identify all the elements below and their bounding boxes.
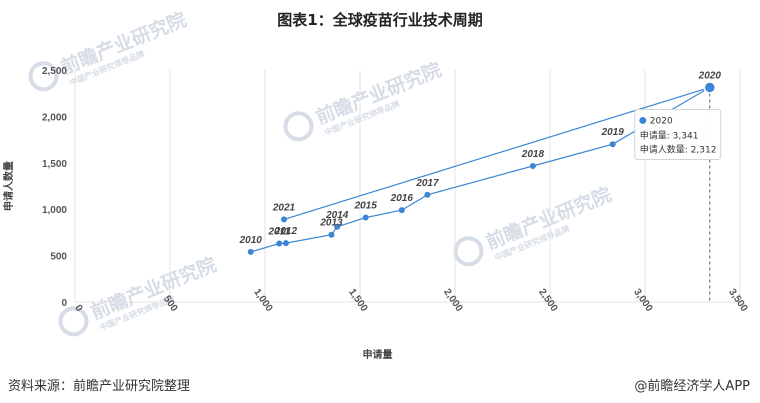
data-point[interactable]	[282, 240, 289, 247]
point-label: 2015	[354, 201, 378, 212]
point-label: 2017	[415, 178, 439, 189]
x-tick-label: 3,000	[631, 287, 655, 314]
data-point[interactable]	[609, 141, 616, 148]
data-point[interactable]	[247, 248, 254, 255]
point-label: 2014	[325, 210, 349, 221]
tooltip-title: 2020	[650, 116, 673, 126]
source-note: 资料来源：前瞻产业研究院整理	[8, 379, 191, 394]
point-label: 2013	[319, 218, 343, 229]
x-axis-title: 申请量	[363, 348, 393, 361]
y-tick-label: 1,000	[42, 205, 67, 216]
y-axis-ticks: 0 500 1,000 1,500 2,000 2,500	[42, 66, 67, 309]
x-tick-label: 2,000	[441, 287, 465, 314]
point-label: 2018	[521, 149, 545, 160]
data-point[interactable]	[334, 223, 341, 230]
x-tick-label: 1,000	[251, 287, 275, 314]
x-tick-label: 2,500	[536, 287, 560, 314]
y-tick-label: 500	[50, 252, 67, 263]
point-label: 2020	[698, 70, 722, 81]
svg-text:前瞻产业研究院: 前瞻产业研究院	[88, 253, 220, 324]
tooltip: 2020 申请量: 3,341 申请人数量: 2,312	[634, 108, 722, 160]
data-points[interactable]	[247, 81, 717, 255]
point-label: 2011	[267, 227, 290, 238]
brand-credit: @前瞻经济学人APP	[634, 379, 750, 394]
x-tick-label: 1,500	[346, 287, 370, 314]
point-label: 2010	[239, 235, 263, 246]
tooltip-x-value: 申请量: 3,341	[640, 129, 699, 141]
data-point[interactable]	[362, 214, 369, 221]
data-point[interactable]	[328, 231, 335, 238]
tooltip-series-dot	[639, 116, 647, 124]
chart-title: 图表1：全球疫苗行业技术周期	[277, 11, 483, 29]
tooltip-y-value: 申请人数量: 2,312	[640, 143, 717, 155]
svg-text:前瞻产业研究院: 前瞻产业研究院	[483, 183, 615, 254]
point-label: 2016	[390, 193, 414, 204]
data-point[interactable]	[276, 240, 283, 247]
x-tick-label: 3,500	[726, 287, 750, 314]
point-label: 2021	[272, 202, 296, 213]
point-label: 2019	[601, 127, 625, 138]
y-axis-title: 申请人数量	[2, 161, 15, 211]
y-tick-label: 2,000	[42, 112, 67, 123]
data-point[interactable]	[281, 216, 287, 223]
tooltip-box	[634, 108, 722, 160]
y-tick-label: 2,500	[42, 66, 67, 77]
grid	[74, 70, 741, 303]
data-point[interactable]	[703, 81, 717, 94]
svg-text:前瞻产业研究院: 前瞻产业研究院	[313, 58, 445, 129]
svg-text:前瞻产业研究院: 前瞻产业研究院	[58, 8, 190, 79]
y-tick-label: 0	[61, 298, 67, 309]
data-point[interactable]	[398, 207, 405, 214]
data-point[interactable]	[529, 163, 536, 170]
point-label: 2012	[274, 226, 298, 237]
y-tick-label: 1,500	[42, 159, 67, 170]
x-tick-label: 0	[72, 303, 84, 314]
data-point[interactable]	[424, 191, 431, 198]
